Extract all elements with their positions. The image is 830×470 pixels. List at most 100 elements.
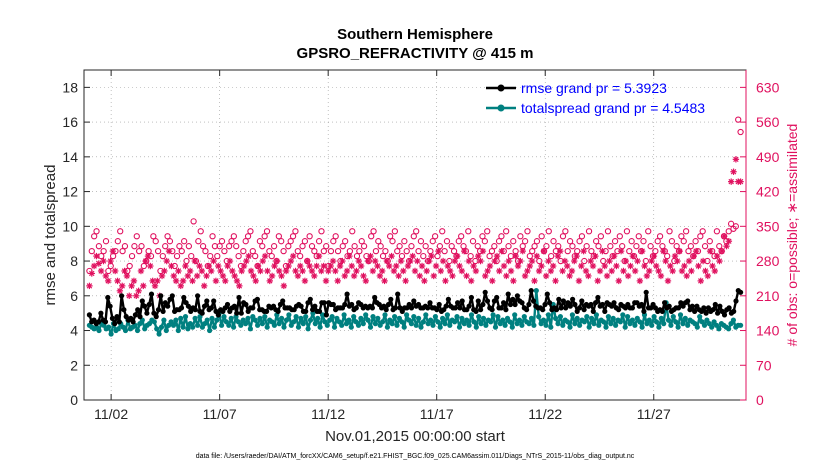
asterisk-stroke [182, 263, 189, 269]
asterisk-stroke [459, 268, 465, 274]
obs-assimilated-point [210, 257, 217, 265]
obs-assimilated-point [521, 272, 529, 280]
obs-possible-point [413, 228, 420, 235]
asterisk-stroke [175, 268, 182, 274]
asterisk-stroke [501, 263, 507, 269]
totalspread-point [738, 322, 744, 328]
obs-possible-point [372, 247, 380, 255]
totalspread-point [697, 314, 703, 320]
obs-assimilated-point [468, 277, 475, 285]
obs-assimilated-point [442, 277, 449, 285]
obs-possible-point [697, 233, 704, 240]
obs-assimilated-point [603, 272, 611, 280]
obs-assimilated-point [681, 262, 688, 270]
obs-assimilated-point [149, 277, 156, 285]
obs-assimilated-point [667, 262, 674, 270]
obs-assimilated-point [161, 267, 168, 275]
obs-assimilated-point [100, 257, 107, 265]
asterisk-stroke [360, 273, 367, 279]
asterisk-stroke [534, 253, 540, 259]
totalspread-point [435, 319, 441, 325]
obs-possible-point [562, 228, 569, 235]
totalspread-point [243, 321, 249, 327]
asterisk-stroke [646, 268, 652, 274]
asterisk-stroke [381, 278, 388, 284]
rmse-point [208, 305, 214, 311]
asterisk-stroke [353, 268, 360, 274]
rmse-point [153, 314, 159, 320]
obs-assimilated-point [540, 247, 548, 255]
totalspread-point [329, 314, 335, 320]
rmse-point [250, 305, 256, 311]
rmse-point [330, 301, 336, 308]
rmse-point [231, 303, 237, 309]
asterisk-stroke [440, 258, 446, 264]
rmse-point [572, 301, 578, 308]
totalspread-point [281, 324, 287, 330]
rmse-point [581, 307, 587, 313]
obs-assimilated-point [240, 262, 248, 270]
obs-assimilated-point [432, 262, 440, 270]
asterisk-stroke [695, 263, 702, 269]
obs-assimilated-point [713, 252, 721, 260]
totalspread-point [716, 326, 722, 332]
rmse-point [701, 305, 707, 311]
obs-assimilated-point [409, 252, 416, 260]
obs-possible-point [285, 243, 292, 250]
asterisk-stroke [522, 273, 528, 279]
asterisk-stroke [377, 273, 383, 279]
y-tick-label: 10 [62, 218, 78, 234]
obs-possible-point [578, 233, 586, 240]
asterisk-stroke [442, 278, 449, 284]
asterisk-stroke [484, 268, 491, 274]
asterisk-stroke [578, 263, 585, 269]
rmse-point [712, 301, 718, 308]
totalspread-point [548, 324, 554, 330]
obs-assimilated-point [566, 272, 573, 280]
asterisk-stroke [452, 258, 458, 264]
totalspread-point [408, 321, 414, 327]
totalspread-point [521, 314, 527, 320]
asterisk-stroke [393, 263, 399, 269]
asterisk-stroke [313, 263, 320, 269]
obs-possible-point [517, 233, 524, 240]
totalspread-point [675, 324, 681, 330]
asterisk-stroke [681, 263, 688, 269]
asterisk-stroke [105, 278, 111, 284]
asterisk-stroke [702, 268, 709, 274]
asterisk-stroke [147, 263, 154, 269]
totalspread-point [531, 322, 537, 328]
asterisk-stroke [569, 268, 575, 274]
obs-possible-point [628, 238, 635, 245]
obs-possible-point [521, 238, 529, 245]
asterisk-stroke [461, 248, 467, 254]
asterisk-stroke [550, 263, 556, 269]
asterisk-stroke [639, 248, 645, 254]
obs-assimilated-point [200, 282, 208, 290]
totalspread-point [276, 321, 282, 327]
obs-possible-point [394, 247, 401, 255]
rmse-point [204, 298, 210, 304]
obs-possible-point [668, 238, 676, 245]
obs-possible-point [682, 228, 690, 235]
totalspread-point [452, 319, 458, 325]
asterisk-stroke [630, 253, 636, 259]
asterisk-stroke [524, 268, 531, 274]
asterisk-stroke [103, 273, 109, 279]
obs-possible-point [332, 233, 339, 240]
totalspread-point [392, 314, 398, 320]
totalspread-point [480, 315, 487, 321]
asterisk-stroke [138, 268, 144, 274]
asterisk-stroke [309, 268, 315, 274]
asterisk-stroke [562, 258, 568, 264]
totalspread-point [151, 319, 157, 325]
asterisk-stroke [527, 263, 533, 269]
obs-assimilated-point [142, 257, 149, 265]
rmse-point [181, 294, 187, 301]
totalspread-point [454, 314, 460, 320]
obs-possible-point [268, 252, 275, 260]
obs-assimilated-point [362, 277, 370, 285]
rmse-point [643, 289, 649, 295]
obs-possible-point [164, 233, 171, 240]
